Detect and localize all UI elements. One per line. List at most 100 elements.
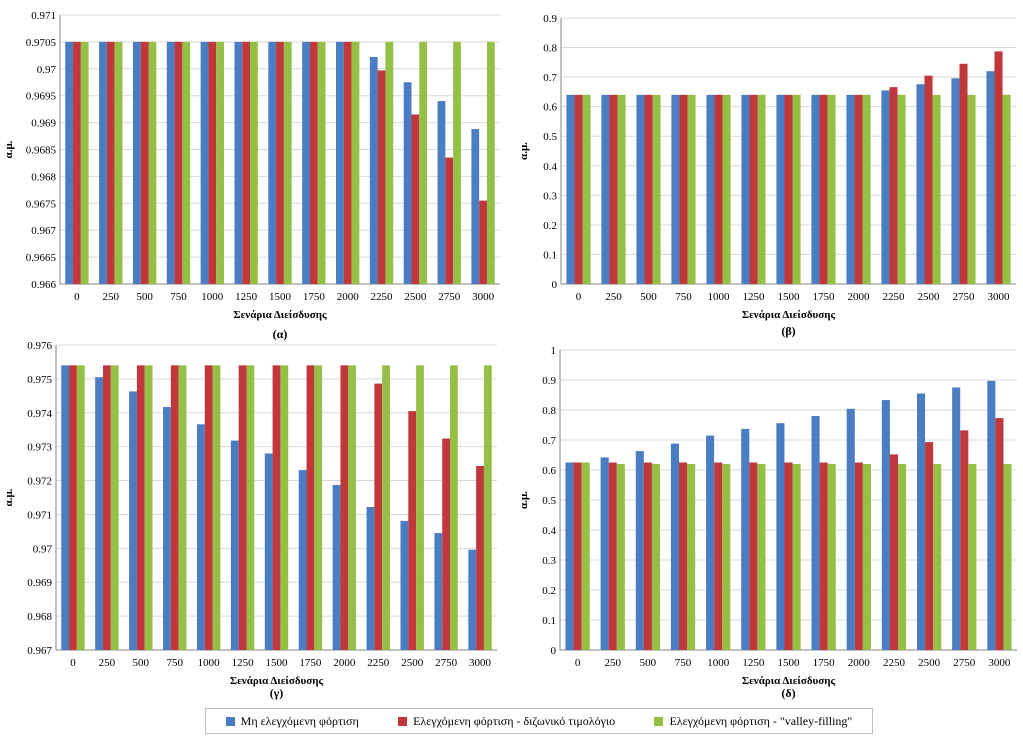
chart3-xtick-label: 1250 <box>232 657 255 669</box>
chart1-bar-valley-filling <box>80 41 89 285</box>
chart1-xtick-label: 2000 <box>337 291 360 303</box>
chart4-xtick-label: 0 <box>575 657 581 669</box>
chart2-bar-valley-filling <box>967 94 976 284</box>
chart2-xtick-label: 1750 <box>813 291 836 303</box>
chart4-ytick-label: 0.6 <box>542 465 556 477</box>
chart3-bar-valley-filling <box>348 365 357 650</box>
legend: Μη ελεγχόμενη φόρτιση Ελεγχόμενη φόρτιση… <box>205 708 873 734</box>
chart4-x-axis-title: Σενάρια Διείσδυσης <box>742 675 836 687</box>
chart3-bar-valley-filling <box>450 365 458 650</box>
chart4-bar-two-zone <box>714 462 723 650</box>
chart2-ytick-label: 0.2 <box>543 220 557 232</box>
chart1-ytick-label: 0.968 <box>31 171 56 183</box>
chart3-ytick-label: 0.968 <box>27 611 52 623</box>
chart1-bar-uncontrolled <box>65 41 74 285</box>
chart1-bar-two-zone <box>140 41 149 285</box>
chart4-bar-uncontrolled <box>987 380 996 650</box>
chart4-ytick-label: 0.7 <box>542 435 556 447</box>
chart2-bar-uncontrolled <box>741 94 750 284</box>
chart2-ytick-label: 0.9 <box>543 13 557 25</box>
chart2-bar-uncontrolled <box>671 94 680 284</box>
chart1-ytick-label: 0.969 <box>31 118 56 130</box>
chart2-xtick-label: 250 <box>605 291 622 303</box>
chart2-xtick-label: 750 <box>675 291 692 303</box>
chart2-bar-valley-filling <box>617 94 626 284</box>
chart4-xtick-label: 750 <box>675 657 692 669</box>
chart1-bar-uncontrolled <box>234 41 243 285</box>
chart3-bar-two-zone <box>442 438 451 650</box>
chart2-bar-valley-filling <box>1002 94 1011 284</box>
chart2-xtick-label: 1500 <box>778 291 801 303</box>
chart4-bar-two-zone <box>854 462 863 650</box>
chart2-bar-valley-filling <box>687 94 696 284</box>
chart2-xtick-label: 2500 <box>918 291 941 303</box>
chart2-bar-uncontrolled <box>811 94 820 284</box>
chart2-bar-two-zone <box>679 94 688 284</box>
chart4-bar-two-zone <box>749 462 758 650</box>
chart2-bar-valley-filling <box>582 94 591 284</box>
chart2-ytick-label: 0.6 <box>543 102 557 114</box>
chart2-xtick-label: 2750 <box>953 291 976 303</box>
chart4-bar-uncontrolled <box>916 393 926 650</box>
chart4-xtick-label: 2250 <box>883 657 906 669</box>
chart2-bar-valley-filling <box>792 94 801 284</box>
chart3-xtick-label: 2500 <box>401 657 424 669</box>
chart4-bar-valley-filling <box>1003 464 1012 650</box>
legend-swatch-two-zone <box>398 716 408 726</box>
chart4-bar-two-zone <box>889 454 899 650</box>
chart3-bar-uncontrolled <box>61 365 70 650</box>
chart3-bar-two-zone <box>408 411 417 650</box>
chart2-ytick-label: 0.1 <box>543 249 557 261</box>
chart1-ytick-label: 0.9675 <box>26 198 57 210</box>
chart2-ytick-label: 0.5 <box>543 131 557 143</box>
chart3-bar-two-zone <box>340 365 349 650</box>
chart1-ytick-label: 0.9665 <box>26 252 57 264</box>
chart1-bar-two-zone <box>343 41 352 285</box>
chart4-bar-two-zone <box>608 462 617 650</box>
chart1-xtick-label: 250 <box>103 291 120 303</box>
chart3-xtick-label: 2250 <box>367 657 390 669</box>
chart4-ytick-label: 0.5 <box>542 495 556 507</box>
chart1-xtick-label: 3000 <box>472 291 495 303</box>
chart2-bar-valley-filling <box>827 94 836 284</box>
chart3-xtick-label: 2750 <box>435 657 458 669</box>
chart1-bar-two-zone <box>411 114 420 284</box>
chart3-bar-uncontrolled <box>434 533 443 650</box>
chart2-xtick-label: 2000 <box>848 291 871 303</box>
chart2-bar-uncontrolled <box>776 94 785 284</box>
legend-label-two-zone: Ελεγχόμενη φόρτιση - διζωνικό τιμολόγιο <box>413 713 616 728</box>
chart2-x-axis-title: Σενάρια Διείσδυσης <box>742 309 836 321</box>
chart1-bar-uncontrolled <box>437 101 446 284</box>
chart3-ytick-label: 0.97 <box>33 543 53 555</box>
chart4-bar-uncontrolled <box>881 400 890 650</box>
chart4-xtick-label: 250 <box>604 657 621 669</box>
chart2-ytick-label: 0.8 <box>543 43 557 55</box>
chart1-xtick-label: 2500 <box>404 291 427 303</box>
chart2-ytick-label: 0 <box>552 279 558 291</box>
chart2-bar-two-zone <box>959 63 968 284</box>
chart4-bar-two-zone <box>925 442 934 650</box>
chart3-bar-valley-filling <box>382 365 390 650</box>
chart3-bar-two-zone <box>102 365 111 650</box>
legend-swatch-valley-filling <box>654 716 664 726</box>
chart3-xtick-label: 2000 <box>333 657 356 669</box>
chart3-xtick-label: 0 <box>70 657 76 669</box>
chart2-bar-two-zone <box>924 75 933 284</box>
chart2-ytick-label: 0.7 <box>543 72 557 84</box>
chart4-bar-valley-filling <box>898 464 907 650</box>
chart4-bar-valley-filling <box>687 464 696 650</box>
legend-item-valley-filling: Ελεγχόμενη φόρτιση - "valley-filling" <box>654 714 852 729</box>
chart1-bar-uncontrolled <box>200 41 209 285</box>
chart2-bar-uncontrolled <box>951 78 960 284</box>
chart1-xtick-label: 1750 <box>303 291 326 303</box>
chart1-bar-valley-filling <box>250 41 258 285</box>
chart3-bar-uncontrolled <box>163 407 171 650</box>
chart2-xtick-label: 500 <box>640 291 657 303</box>
chart4-bar-valley-filling <box>933 464 942 650</box>
chart2-bar-two-zone <box>889 87 898 284</box>
chart3-xtick-label: 250 <box>99 657 116 669</box>
chart2-bar-valley-filling <box>932 94 941 284</box>
chart4-ytick-label: 0.8 <box>542 405 556 417</box>
chart4-bar-two-zone <box>784 462 793 650</box>
chart3-bar-two-zone <box>170 365 179 650</box>
